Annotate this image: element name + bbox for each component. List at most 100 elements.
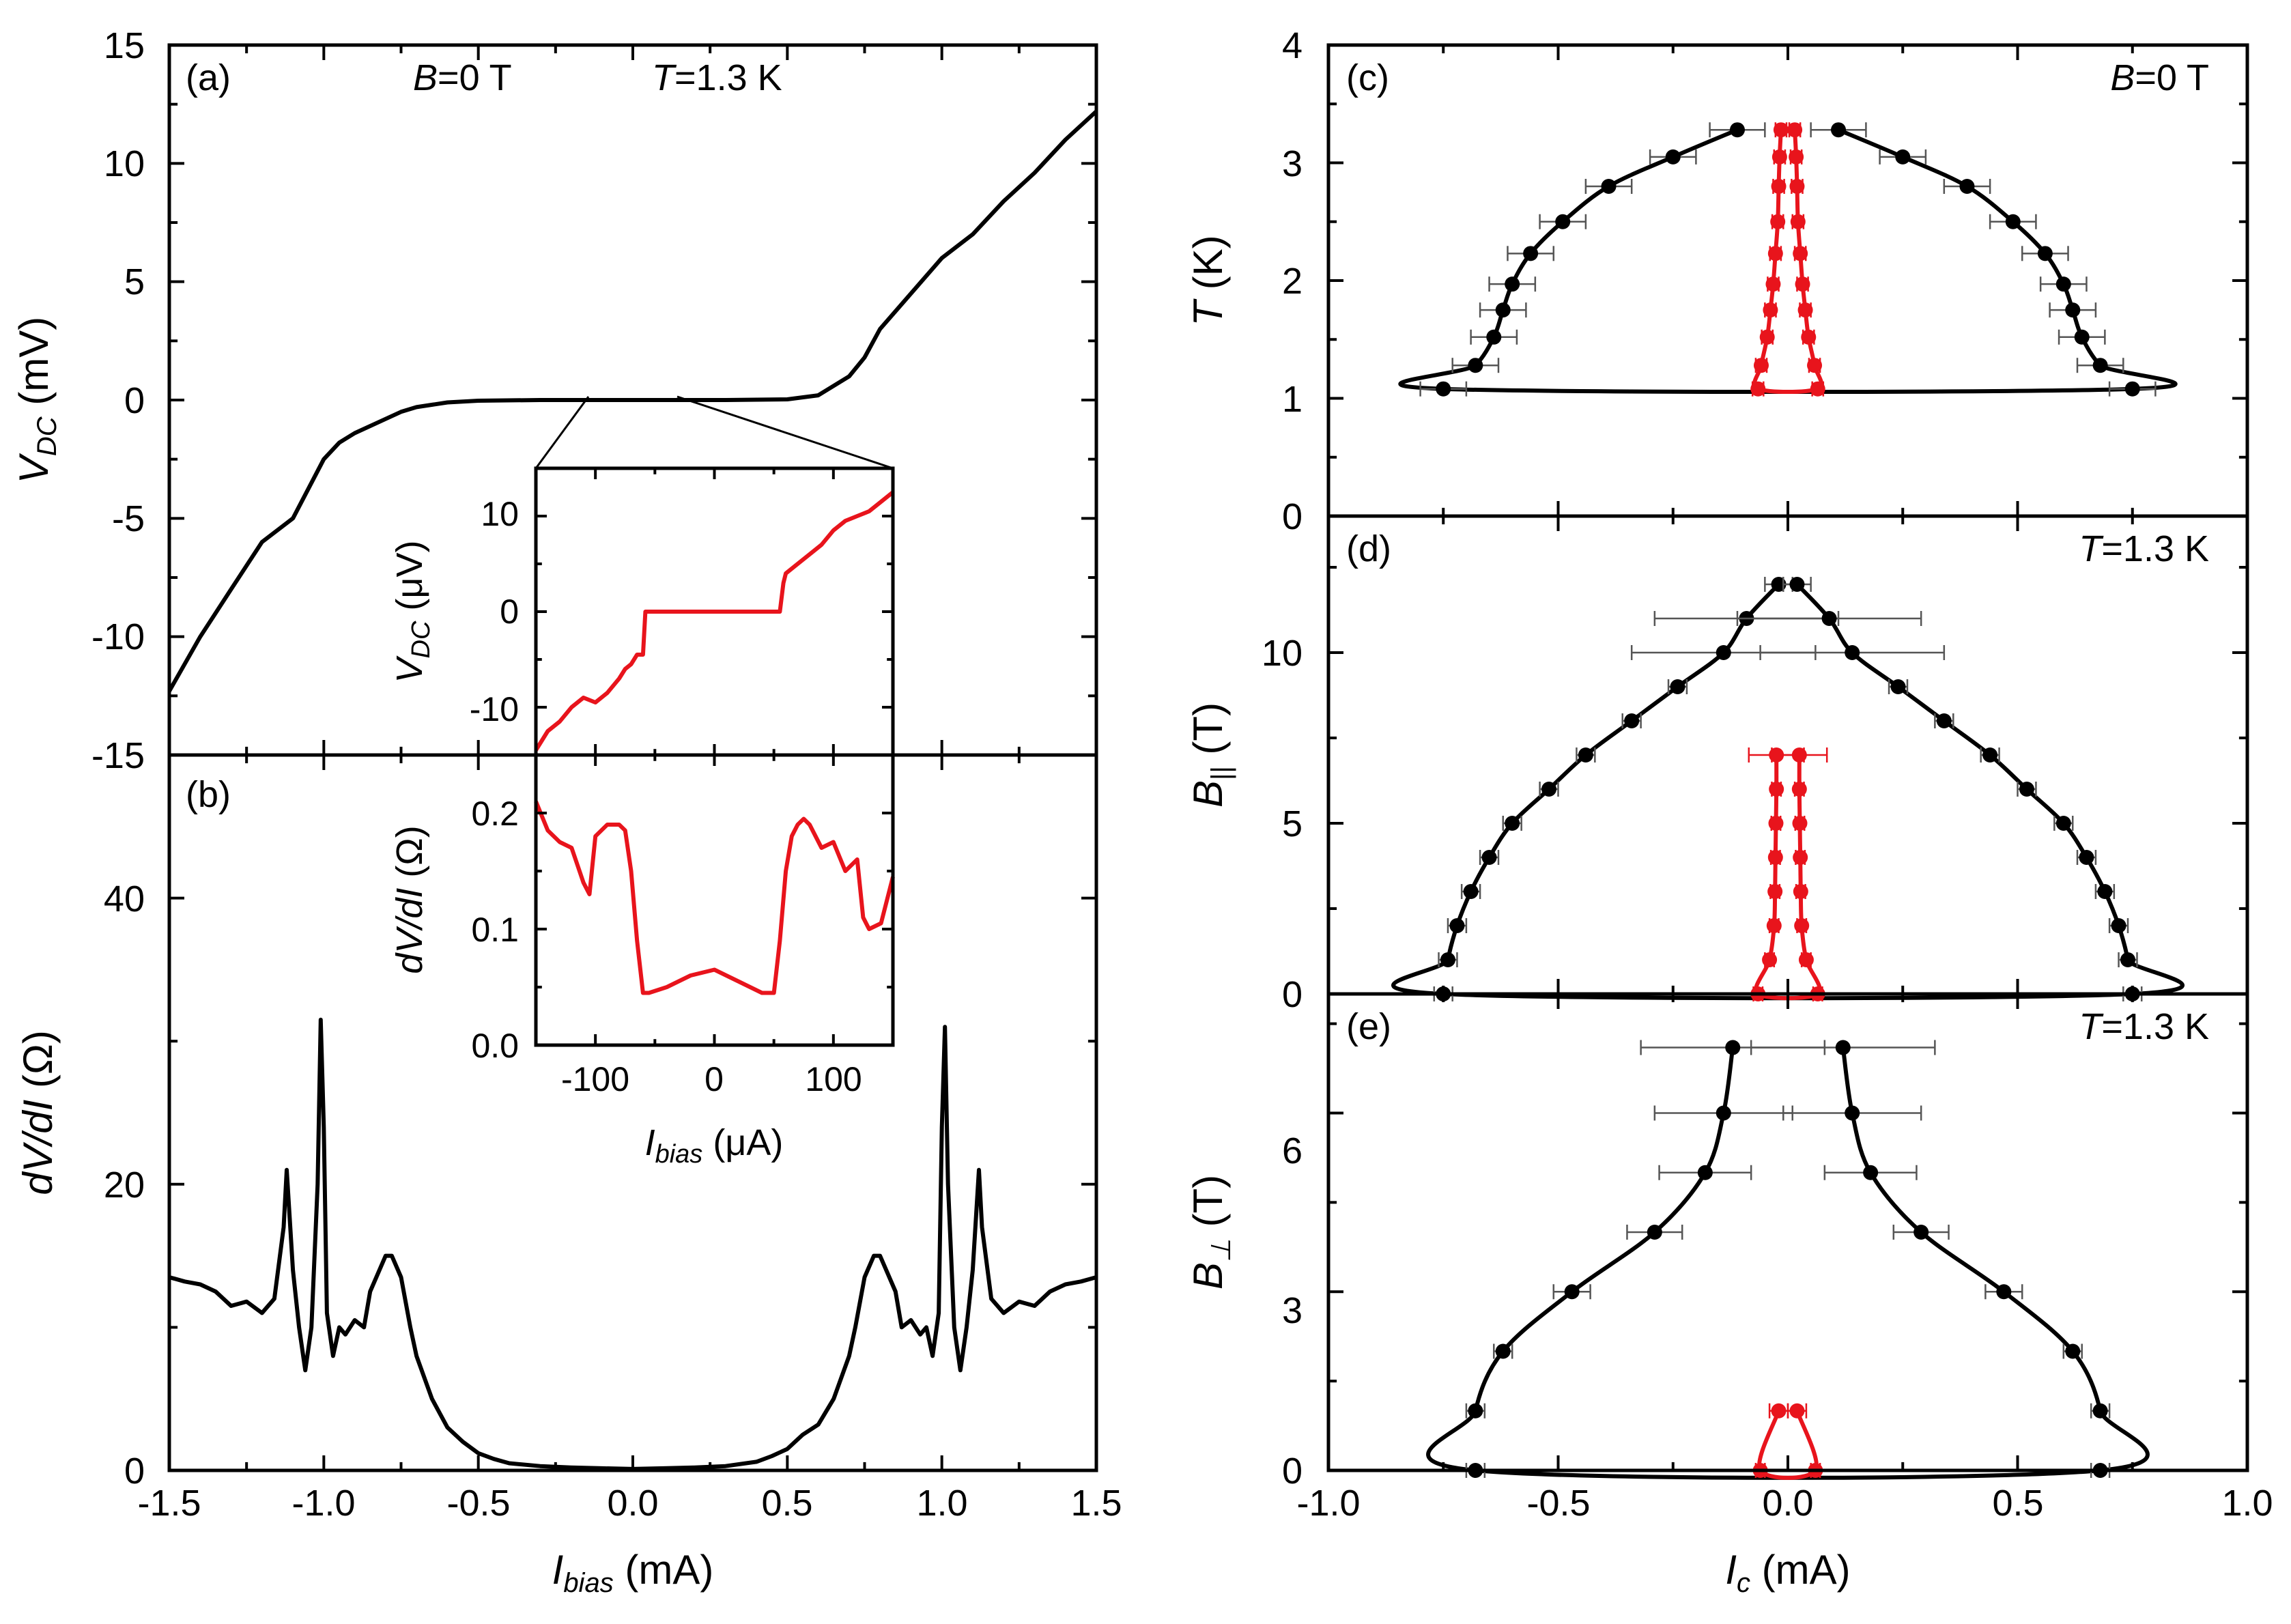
panel-e-x-tick: 0.0 bbox=[1762, 1483, 1813, 1524]
panel-c-black-data-point bbox=[1665, 149, 1681, 165]
panel-e-label: (e) bbox=[1346, 1006, 1391, 1047]
inset-top-y-tick-labels: 10 0 -10 bbox=[470, 495, 519, 728]
panel-c-black-data-point bbox=[1468, 358, 1483, 373]
panel-e-black-data-point bbox=[1725, 1040, 1741, 1055]
panel-c-red-fit-curve bbox=[1752, 130, 1824, 395]
panel-d-black-data-point bbox=[1982, 747, 1998, 763]
panel-d-black-data-point bbox=[2019, 782, 2034, 797]
panel-d-black-data-point bbox=[1890, 679, 1906, 694]
panel-e-y-tick: 6 bbox=[1282, 1130, 1303, 1171]
panel-c-black-data-point bbox=[2074, 329, 2090, 345]
panel-c-black-data-point bbox=[1486, 329, 1502, 345]
panel-c-black-data-point bbox=[1831, 122, 1847, 138]
panel-e-black-data-point bbox=[1697, 1165, 1713, 1180]
inset-bottom-y-axis-label: dV/dI (Ω) bbox=[389, 825, 430, 973]
panel-e-x-tick: 0.5 bbox=[1992, 1483, 2043, 1524]
inset-top-vdc-line bbox=[534, 490, 894, 752]
panel-c-red-data-point bbox=[1771, 179, 1787, 194]
inset-bottom-curve bbox=[534, 800, 895, 995]
panel-e-black-data-point bbox=[2092, 1403, 2108, 1419]
panel-c-red-data-point bbox=[1765, 276, 1781, 292]
panel-c-black-data-point bbox=[1729, 122, 1745, 138]
panel-b-x-tick: 1.0 bbox=[916, 1483, 967, 1524]
panel-b-y-tick: 0 bbox=[124, 1451, 145, 1492]
panel-c-black-data-point bbox=[1601, 179, 1617, 194]
panel-e-annotation-temperature: T=1.3 K bbox=[2079, 1006, 2209, 1047]
inset-bottom-y-tick-labels: 0.2 0.1 0.0 bbox=[471, 795, 519, 1065]
panel-c-black-data-point bbox=[2055, 276, 2071, 292]
panel-b-y-tick: 40 bbox=[104, 879, 145, 920]
panel-c-red-data-point bbox=[1789, 179, 1805, 194]
panel-c-red-data-point bbox=[1767, 246, 1783, 261]
panel-c-red-data-point bbox=[1771, 149, 1787, 165]
panel-a-y-tick: -5 bbox=[112, 498, 145, 539]
panel-b-x-tick: 0.0 bbox=[607, 1483, 658, 1524]
panel-d-black-data-point bbox=[1624, 713, 1640, 728]
panel-d-y-tick: 0 bbox=[1282, 974, 1303, 1015]
panel-d-black-data-point bbox=[2079, 850, 2094, 865]
panel-a-y-tick: 15 bbox=[104, 25, 145, 66]
panel-d-red-data-point bbox=[1794, 918, 1810, 933]
panel-e-red-data-point bbox=[1771, 1403, 1787, 1419]
panel-b-x-tick: -1.0 bbox=[291, 1483, 355, 1524]
panel-a-y-tick-labels: 15 10 5 0 -5 -10 -15 bbox=[91, 25, 145, 776]
panel-d-annotation-temperature: T=1.3 K bbox=[2079, 528, 2209, 569]
panel-d-y-tick: 10 bbox=[1262, 633, 1303, 674]
panel-e-black-data-point bbox=[1495, 1343, 1511, 1359]
panel-b-x-tick: 0.5 bbox=[761, 1483, 812, 1524]
panel-c-red-data-point bbox=[1753, 358, 1769, 373]
panel-b-x-tick: -0.5 bbox=[446, 1483, 510, 1524]
panel-d-black-data-point bbox=[1789, 577, 1805, 592]
panel-b-y-tick: 20 bbox=[104, 1165, 145, 1206]
panel-e-data bbox=[1426, 1040, 2150, 1480]
panel-e-black-data-point bbox=[1863, 1165, 1879, 1180]
panel-c-red-data-point bbox=[1801, 329, 1817, 345]
inset-x-tick: -100 bbox=[561, 1060, 629, 1098]
panel-a-label: (a) bbox=[186, 57, 231, 98]
panel-c-black-data-point bbox=[1959, 179, 1975, 194]
panel-c-black-data-point bbox=[1555, 214, 1571, 229]
panel-c-red-data-point bbox=[1770, 214, 1786, 229]
panel-b-dvdi-line bbox=[169, 1017, 1097, 1471]
zoom-connector-left bbox=[535, 396, 590, 469]
inset: 10 0 -10 0.2 0.1 0.0 -100 0 100 VDC (μV)… bbox=[389, 466, 895, 1169]
panel-b-x-tick: -1.5 bbox=[137, 1483, 201, 1524]
inset-x-tick: 100 bbox=[805, 1060, 862, 1098]
panel-c-y-tick: 3 bbox=[1282, 143, 1303, 184]
panel-c-red-data-point bbox=[1787, 122, 1803, 138]
panel-b-y-axis-label: dV/dI (Ω) bbox=[15, 1030, 61, 1195]
panel-b: 40 20 0 -1.5 -1.0 -0.5 0.0 0.5 1.0 1.5 I… bbox=[15, 753, 1122, 1598]
panel-e-red-fit-curve bbox=[1757, 1410, 1819, 1480]
panel-d-red-data-point bbox=[1791, 747, 1807, 763]
panel-d-black-data-point bbox=[1440, 952, 1455, 967]
panel-d-black-data-point bbox=[1505, 816, 1520, 831]
panel-e-y-axis-label: B⊥ (T) bbox=[1185, 1175, 1236, 1290]
panel-d-red-data-point bbox=[1767, 850, 1783, 865]
panel-d-black-data-point bbox=[1670, 679, 1685, 694]
panel-e-red-data-point bbox=[1789, 1403, 1805, 1419]
panel-e-y-tick-labels: 6 3 0 bbox=[1282, 1130, 1303, 1492]
inset-bottom-y-tick: 0.2 bbox=[471, 795, 519, 833]
panel-c-red-data-point bbox=[1797, 302, 1813, 318]
panel-b-x-tick: 1.5 bbox=[1070, 1483, 1122, 1524]
panel-d-red-data-point bbox=[1793, 850, 1808, 865]
panel-c-red-data-point bbox=[1807, 358, 1823, 373]
panel-d-black-fit-curve bbox=[1391, 582, 2185, 1001]
panel-d-y-axis-label: B|| (T) bbox=[1185, 702, 1236, 808]
panel-b-label: (b) bbox=[186, 774, 231, 815]
panel-e-black-data-point bbox=[1835, 1040, 1851, 1055]
panel-d-black-data-point bbox=[1541, 782, 1557, 797]
panel-d-black-data-point bbox=[1821, 611, 1837, 626]
inset-top-curve bbox=[534, 490, 894, 752]
panel-e-black-data-point bbox=[1468, 1403, 1483, 1419]
panel-c-black-data-point bbox=[1505, 276, 1520, 292]
panel-b-y-tick-labels: 40 20 0 bbox=[104, 879, 145, 1492]
panel-c-red-data-point bbox=[1750, 381, 1766, 397]
panel-d-y-tick: 5 bbox=[1282, 803, 1303, 844]
inset-x-axis-label: Ibias (μA) bbox=[645, 1122, 784, 1169]
panel-c-data bbox=[1398, 122, 2178, 397]
panel-c-frame bbox=[1326, 43, 2249, 518]
panel-d-y-tick-labels: 10 5 0 bbox=[1262, 633, 1303, 1015]
panel-d-black-data-point bbox=[2097, 884, 2113, 899]
inset-top-y-tick: 0 bbox=[500, 593, 519, 631]
